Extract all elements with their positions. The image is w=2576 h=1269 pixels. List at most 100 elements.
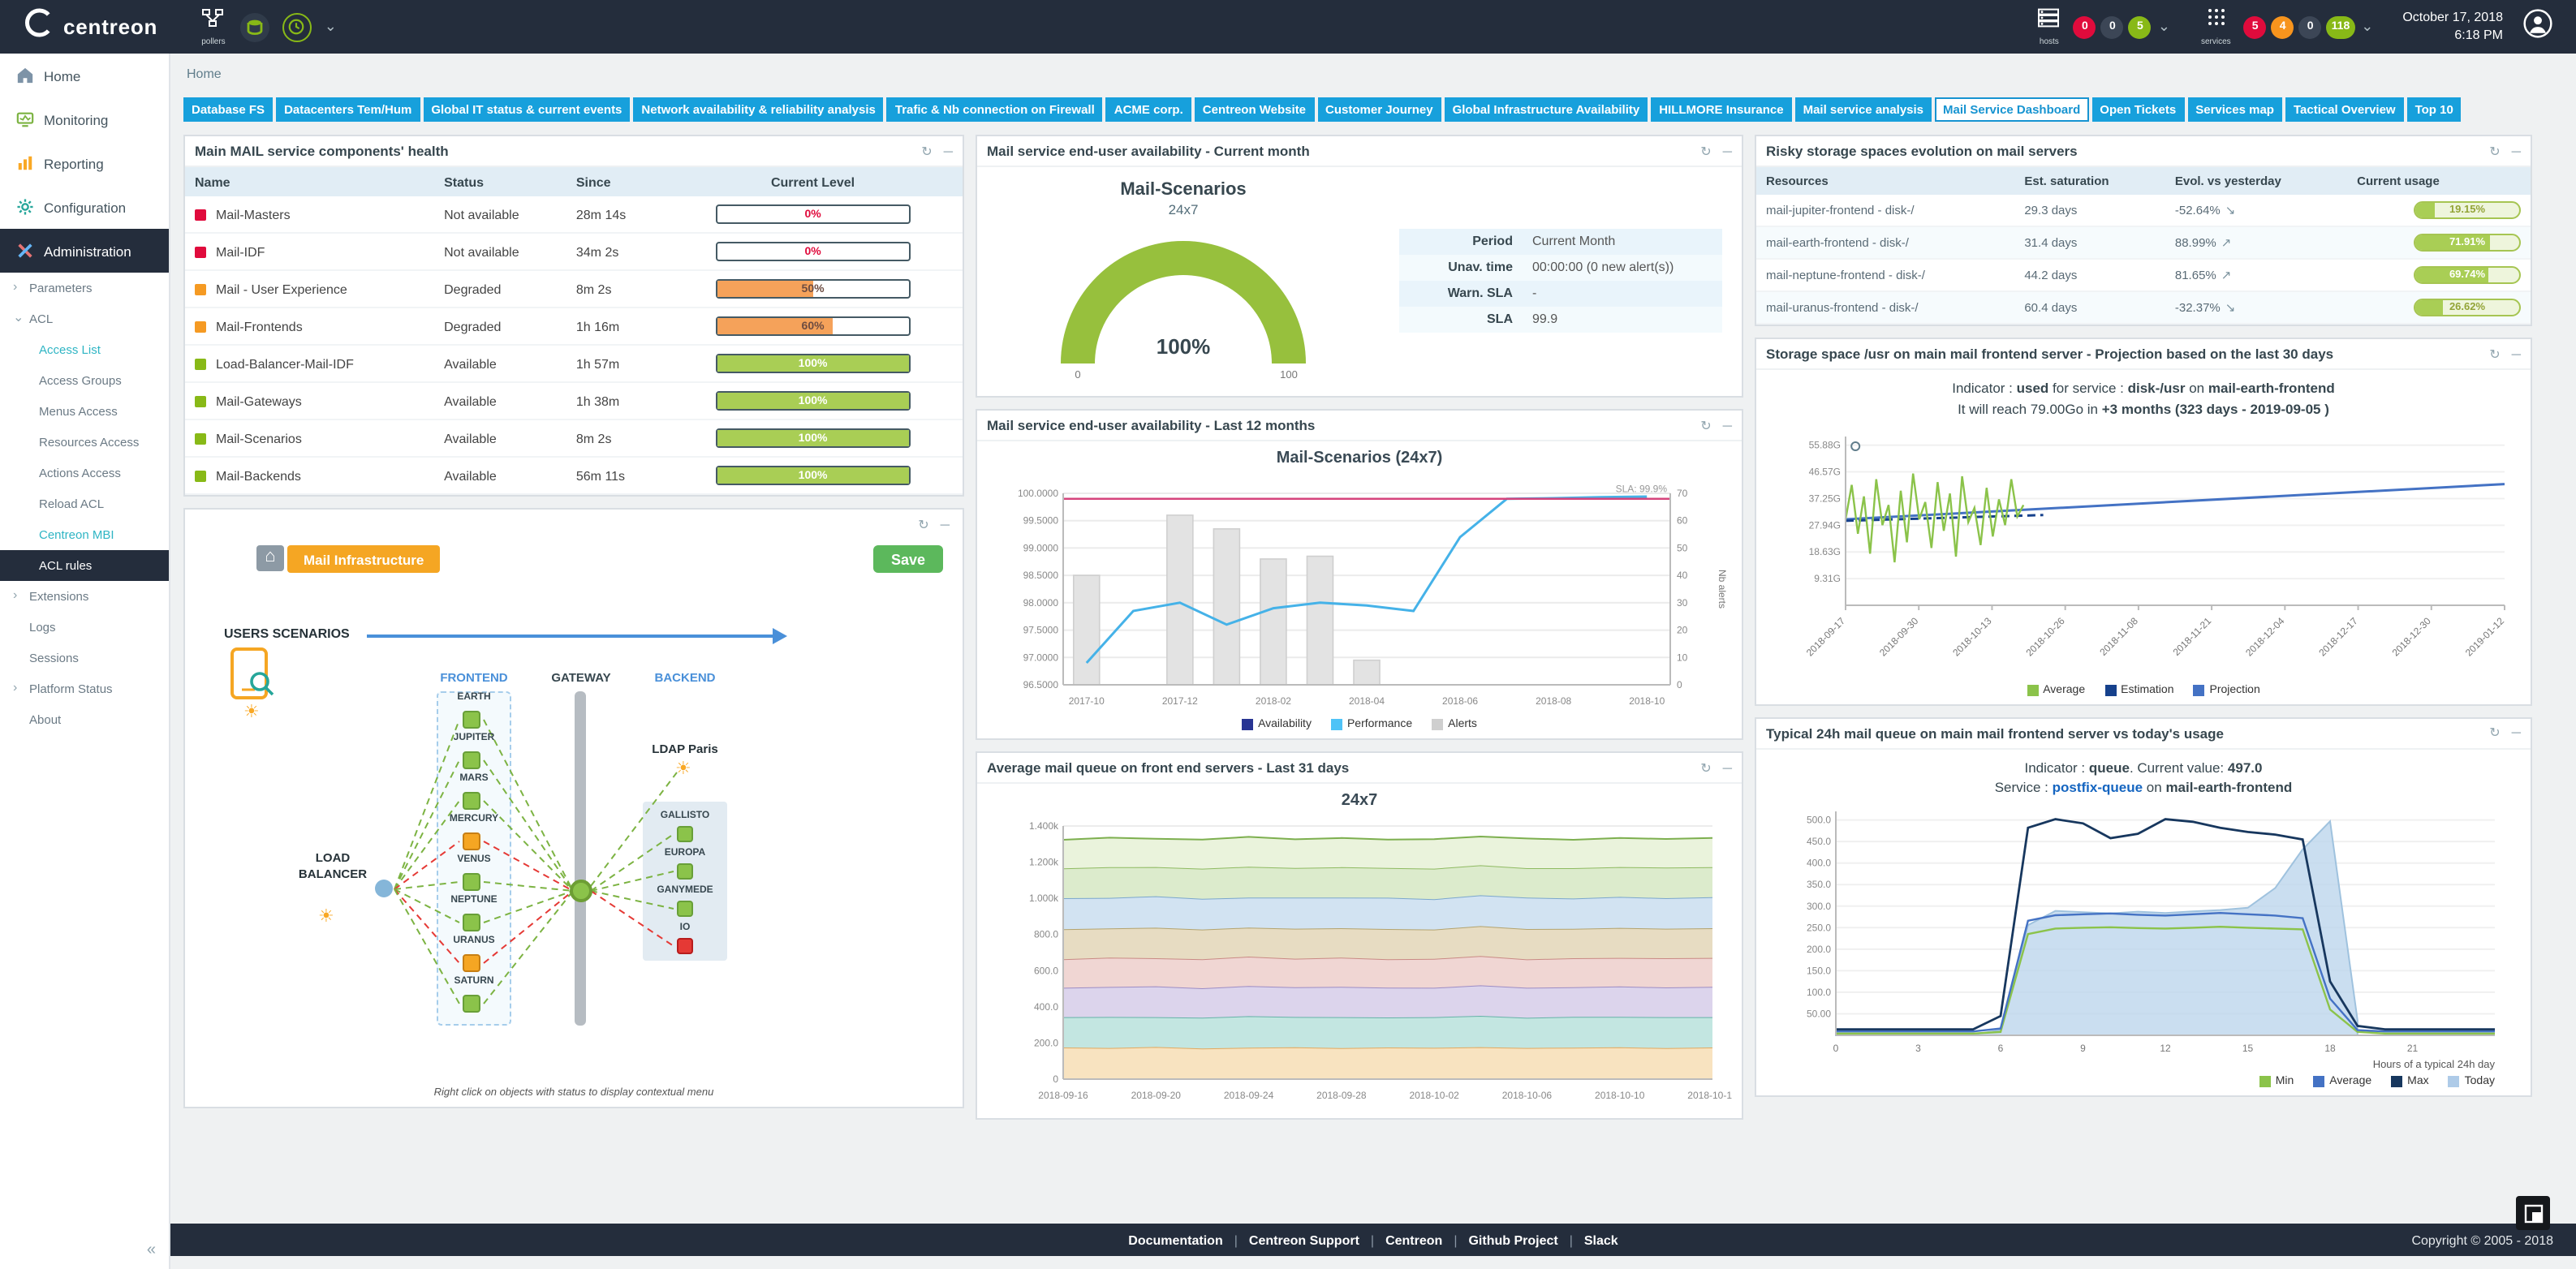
table-row[interactable]: Load-Balancer-Mail-IDF Available 1h 57m 100… <box>185 345 963 383</box>
table-row[interactable]: Mail-Masters Not available 28m 14s 0% <box>185 196 963 234</box>
table-row[interactable]: Mail-IDF Not available 34m 2s 0% <box>185 233 963 271</box>
footer-link-centreon[interactable]: Centreon <box>1385 1232 1443 1247</box>
refresh-icon[interactable]: ↻ <box>2489 144 2501 158</box>
refresh-icon[interactable]: ↻ <box>1700 760 1712 775</box>
clock-icon[interactable] <box>282 12 312 41</box>
refresh-icon[interactable]: ↻ <box>1700 418 1712 432</box>
backend-node-europa[interactable] <box>677 863 693 880</box>
tab-datacenters-tem-hum[interactable]: Datacenters Tem/Hum <box>276 97 420 122</box>
minimize-icon[interactable]: ─ <box>940 518 950 532</box>
sidebar-item-sessions[interactable]: Sessions <box>29 651 79 665</box>
table-row[interactable]: Mail - User Experience Degraded 8m 2s 50% <box>185 270 963 308</box>
frontend-node-jupiter[interactable] <box>463 751 480 769</box>
footer-link-slack[interactable]: Slack <box>1583 1232 1618 1247</box>
sidebar-item-monitoring[interactable]: Monitoring <box>0 97 169 141</box>
refresh-icon[interactable]: ↻ <box>2489 725 2501 740</box>
minimize-icon[interactable]: ─ <box>2511 346 2521 361</box>
refresh-icon[interactable]: ↻ <box>918 518 929 532</box>
refresh-icon[interactable]: ↻ <box>921 144 933 158</box>
load-balancer-node[interactable] <box>375 880 393 897</box>
sidebar-item-about[interactable]: About <box>29 712 62 727</box>
tab-network-availability-reliability-analysis[interactable]: Network availability & reliability analy… <box>633 97 884 122</box>
infrastructure-label[interactable]: Mail Infrastructure <box>287 545 441 573</box>
sidebar-collapse-icon[interactable]: « <box>146 1241 156 1259</box>
refresh-icon[interactable]: ↻ <box>1700 144 1712 158</box>
chevron-down-icon[interactable]: ⌄ <box>2157 18 2170 34</box>
minimize-icon[interactable]: ─ <box>2511 144 2521 158</box>
tab-services-map[interactable]: Services map <box>2187 97 2282 122</box>
minimize-icon[interactable]: ─ <box>2511 725 2521 740</box>
tab-top-10[interactable]: Top 10 <box>2406 97 2462 122</box>
sidebar-item-reload-acl[interactable]: Reload ACL <box>39 497 105 511</box>
sidebar-item-configuration[interactable]: Configuration <box>0 185 169 229</box>
tab-customer-journey[interactable]: Customer Journey <box>1317 97 1441 122</box>
tab-database-fs[interactable]: Database FS <box>183 97 274 122</box>
frontend-node-neptune[interactable] <box>463 914 480 931</box>
frontend-node-saturn[interactable] <box>463 995 480 1013</box>
frontend-node-uranus[interactable] <box>463 954 480 972</box>
frontend-node-venus[interactable] <box>463 873 480 891</box>
tab-tactical-overview[interactable]: Tactical Overview <box>2285 97 2404 122</box>
sidebar-item-administration[interactable]: Administration <box>0 229 169 273</box>
status-badge[interactable]: 4 <box>2271 15 2294 38</box>
services-menu[interactable]: services <box>2201 6 2231 47</box>
sidebar-item-parameters[interactable]: › Parameters <box>13 279 93 295</box>
minimize-icon[interactable]: ─ <box>943 144 953 158</box>
status-badge[interactable]: 0 <box>2100 15 2124 38</box>
sidebar-item-extensions[interactable]: › Extensions <box>13 587 89 604</box>
tab-mail-service-analysis[interactable]: Mail service analysis <box>1794 97 1932 122</box>
hosts-menu[interactable]: hosts <box>2038 6 2061 47</box>
sidebar-item-home[interactable]: Home <box>0 54 169 97</box>
sidebar-item-acl-rules[interactable]: ACL rules <box>0 550 169 581</box>
tab-global-infrastructure-availability[interactable]: Global Infrastructure Availability <box>1444 97 1648 122</box>
table-row[interactable]: Mail-Backends Available 56m 11s 100% <box>185 457 963 495</box>
sidebar-item-platform-status[interactable]: › Platform Status <box>13 680 113 696</box>
sidebar-item-reporting[interactable]: Reporting <box>0 141 169 185</box>
table-row[interactable]: mail-uranus-frontend - disk-/60.4 days -3… <box>1756 291 2531 325</box>
table-row[interactable]: Mail-Frontends Degraded 1h 16m 60% <box>185 308 963 346</box>
status-badge[interactable]: 5 <box>2243 15 2267 38</box>
refresh-icon[interactable]: ↻ <box>2489 346 2501 361</box>
breadcrumb[interactable]: Home <box>187 67 222 81</box>
status-badge[interactable]: 118 <box>2326 15 2355 38</box>
sidebar-item-logs[interactable]: Logs <box>29 620 56 634</box>
status-badge[interactable]: 0 <box>2298 15 2322 38</box>
table-row[interactable]: mail-earth-frontend - disk-/31.4 days 88.… <box>1756 226 2531 260</box>
tab-acme-corp-[interactable]: ACME corp. <box>1105 97 1191 122</box>
gateway-node[interactable] <box>569 880 592 902</box>
backend-node-gallisto[interactable] <box>677 826 693 842</box>
centreon-logo[interactable]: centreon <box>23 6 157 47</box>
frontend-node-mercury[interactable] <box>463 832 480 850</box>
minimize-icon[interactable]: ─ <box>1722 144 1732 158</box>
frontend-node-mars[interactable] <box>463 792 480 810</box>
tab-mail-service-dashboard[interactable]: Mail Service Dashboard <box>1935 97 2089 122</box>
chevron-down-icon[interactable]: ⌄ <box>324 18 337 34</box>
footer-link-documentation[interactable]: Documentation <box>1128 1232 1223 1247</box>
tab-trafic-nb-connection-on-firewall[interactable]: Trafic & Nb connection on Firewall <box>886 97 1103 122</box>
database-icon[interactable] <box>239 12 269 41</box>
footer-link-github-project[interactable]: Github Project <box>1468 1232 1558 1247</box>
tab-global-it-status-current-events[interactable]: Global IT status & current events <box>423 97 631 122</box>
sidebar-item-centreon-mbi[interactable]: Centreon MBI <box>39 527 114 542</box>
sidebar-item-menus-access[interactable]: Menus Access <box>39 404 118 419</box>
pollers-menu[interactable]: pollers <box>201 6 226 47</box>
table-row[interactable]: Mail-Gateways Available 1h 38m 100% <box>185 382 963 420</box>
sidebar-item-resources-access[interactable]: Resources Access <box>39 435 140 450</box>
sidebar-item-actions-access[interactable]: Actions Access <box>39 466 121 480</box>
footer-link-centreon-support[interactable]: Centreon Support <box>1248 1232 1359 1247</box>
status-badge[interactable]: 0 <box>2073 15 2096 38</box>
tab-open-tickets[interactable]: Open Tickets <box>2091 97 2185 122</box>
frontend-node-earth[interactable] <box>463 711 480 729</box>
screen-widget-icon[interactable] <box>2516 1196 2550 1230</box>
table-row[interactable]: mail-neptune-frontend - disk-/44.2 days 8… <box>1756 259 2531 292</box>
table-row[interactable]: mail-jupiter-frontend - disk-/29.3 days -… <box>1756 195 2531 227</box>
sidebar-item-access-groups[interactable]: Access Groups <box>39 373 122 388</box>
backend-node-ganymede[interactable] <box>677 901 693 917</box>
sidebar-item-access-list[interactable]: Access List <box>39 342 101 357</box>
tab-centreon-website[interactable]: Centreon Website <box>1194 97 1315 122</box>
tab-hillmore-insurance[interactable]: HILLMORE Insurance <box>1651 97 1792 122</box>
status-badge[interactable]: 5 <box>2128 15 2152 38</box>
user-icon[interactable] <box>2522 7 2553 46</box>
sidebar-item-acl[interactable]: ⌄ ACL <box>13 310 54 326</box>
chevron-down-icon[interactable]: ⌄ <box>2361 18 2374 34</box>
